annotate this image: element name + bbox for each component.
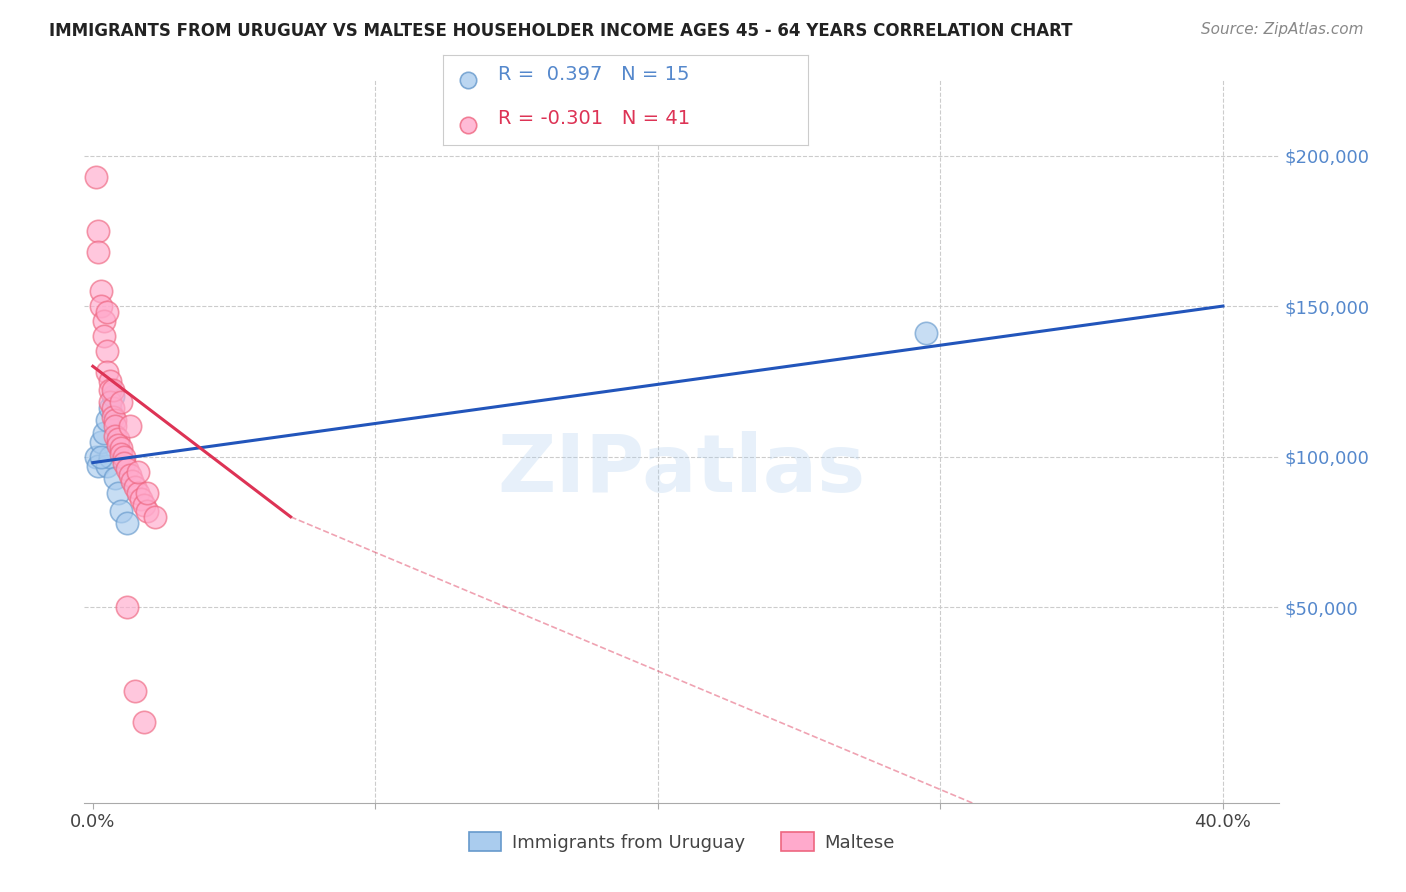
- Point: [115, 600, 138, 615]
- Legend: Immigrants from Uruguay, Maltese: Immigrants from Uruguay, Maltese: [461, 825, 903, 859]
- Point: [101, 401, 124, 416]
- Point: [127, 465, 149, 479]
- Text: R = -0.301   N = 41: R = -0.301 N = 41: [498, 110, 690, 128]
- Point: [98, 395, 121, 409]
- Point: [124, 684, 146, 698]
- Point: [127, 485, 149, 500]
- Point: [90, 299, 112, 313]
- Point: [110, 441, 132, 455]
- Point: [110, 446, 132, 460]
- Point: [93, 425, 115, 440]
- Point: [90, 434, 112, 449]
- Point: [110, 504, 132, 518]
- Point: [93, 329, 115, 343]
- Point: [104, 413, 127, 427]
- Point: [107, 432, 129, 446]
- Point: [98, 374, 121, 388]
- Point: [96, 458, 118, 473]
- Point: [132, 498, 155, 512]
- Point: [96, 413, 118, 427]
- Point: [104, 419, 127, 434]
- Point: [132, 714, 155, 729]
- Point: [87, 458, 110, 473]
- Point: [98, 384, 121, 398]
- Point: [101, 389, 124, 403]
- Point: [110, 395, 132, 409]
- Point: [124, 480, 146, 494]
- Text: R =  0.397   N = 15: R = 0.397 N = 15: [498, 65, 689, 84]
- Point: [118, 419, 141, 434]
- Point: [101, 384, 124, 398]
- Point: [129, 491, 152, 506]
- Point: [96, 344, 118, 359]
- Point: [96, 365, 118, 379]
- Point: [135, 485, 157, 500]
- Point: [107, 485, 129, 500]
- Point: [96, 305, 118, 319]
- Point: [115, 516, 138, 530]
- Point: [118, 467, 141, 482]
- Point: [101, 410, 124, 425]
- Point: [87, 244, 110, 259]
- Point: [98, 401, 121, 416]
- Point: [84, 450, 107, 464]
- Point: [143, 509, 166, 524]
- Point: [915, 326, 938, 340]
- Point: [90, 450, 112, 464]
- Point: [87, 224, 110, 238]
- Point: [115, 461, 138, 475]
- Text: IMMIGRANTS FROM URUGUAY VS MALTESE HOUSEHOLDER INCOME AGES 45 - 64 YEARS CORRELA: IMMIGRANTS FROM URUGUAY VS MALTESE HOUSE…: [49, 22, 1073, 40]
- Point: [121, 474, 143, 488]
- Point: [93, 314, 115, 328]
- Text: Source: ZipAtlas.com: Source: ZipAtlas.com: [1201, 22, 1364, 37]
- Point: [84, 169, 107, 184]
- Point: [104, 470, 127, 484]
- Point: [112, 456, 135, 470]
- Point: [104, 428, 127, 442]
- Point: [112, 450, 135, 464]
- Point: [135, 504, 157, 518]
- Point: [90, 284, 112, 298]
- Text: ZIPatlas: ZIPatlas: [498, 432, 866, 509]
- Point: [107, 437, 129, 451]
- Point: [98, 450, 121, 464]
